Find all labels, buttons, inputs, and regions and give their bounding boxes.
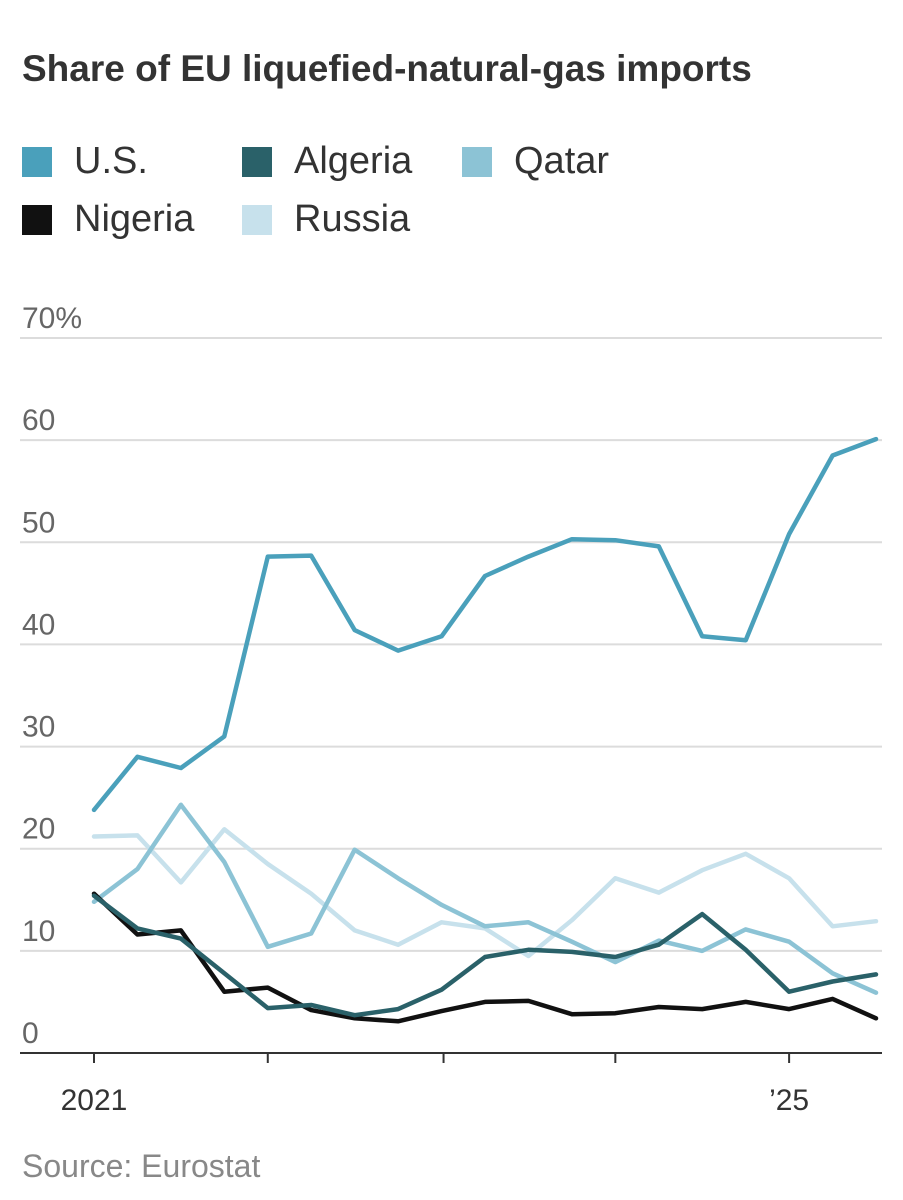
y-tick-label: 40: [22, 608, 55, 641]
legend-swatch: [242, 204, 272, 235]
legend-item-russia: Russia: [242, 198, 410, 241]
legend-label: Qatar: [514, 140, 610, 182]
legend-label: Nigeria: [74, 198, 195, 240]
legend-swatch: [22, 146, 52, 177]
legend-item-algeria: Algeria: [242, 140, 412, 183]
legend-item-qatar: Qatar: [462, 140, 609, 183]
series-line-algeria: [91, 893, 879, 1018]
legend-swatch: [462, 146, 492, 177]
legend-item-nigeria: Nigeria: [22, 198, 194, 241]
source-note: Source: Eurostat: [22, 1148, 261, 1184]
y-tick-label: 70%: [22, 302, 82, 335]
legend-label: Algeria: [294, 140, 413, 182]
series-line-qatar: [91, 802, 879, 995]
y-tick-label: 20: [22, 813, 55, 846]
y-tick-label: 10: [22, 915, 55, 948]
x-tick-label: 2021: [61, 1084, 128, 1117]
legend-label: U.S.: [74, 140, 148, 182]
grid: 70% 60 50 40 30 20 10 0: [20, 302, 882, 1050]
chart-title: Share of EU liquefied-natural-gas import…: [22, 48, 752, 89]
y-tick-label: 60: [22, 404, 55, 437]
legend-swatch: [22, 204, 52, 235]
series-line-us: [91, 436, 879, 813]
series-line-nigeria: [91, 891, 879, 1024]
legend: U.S. Algeria Qatar Nigeria Russia: [22, 140, 882, 260]
series-lines: [91, 436, 879, 1024]
legend-label: Russia: [294, 198, 411, 240]
x-axis: 2021 ’25: [20, 1052, 882, 1117]
legend-item-us: U.S.: [22, 140, 148, 183]
y-tick-label: 50: [22, 506, 55, 539]
x-tick-label: ’25: [769, 1084, 809, 1117]
legend-swatch: [242, 146, 272, 177]
y-tick-label: 30: [22, 711, 55, 744]
y-tick-label: 0: [22, 1017, 39, 1050]
